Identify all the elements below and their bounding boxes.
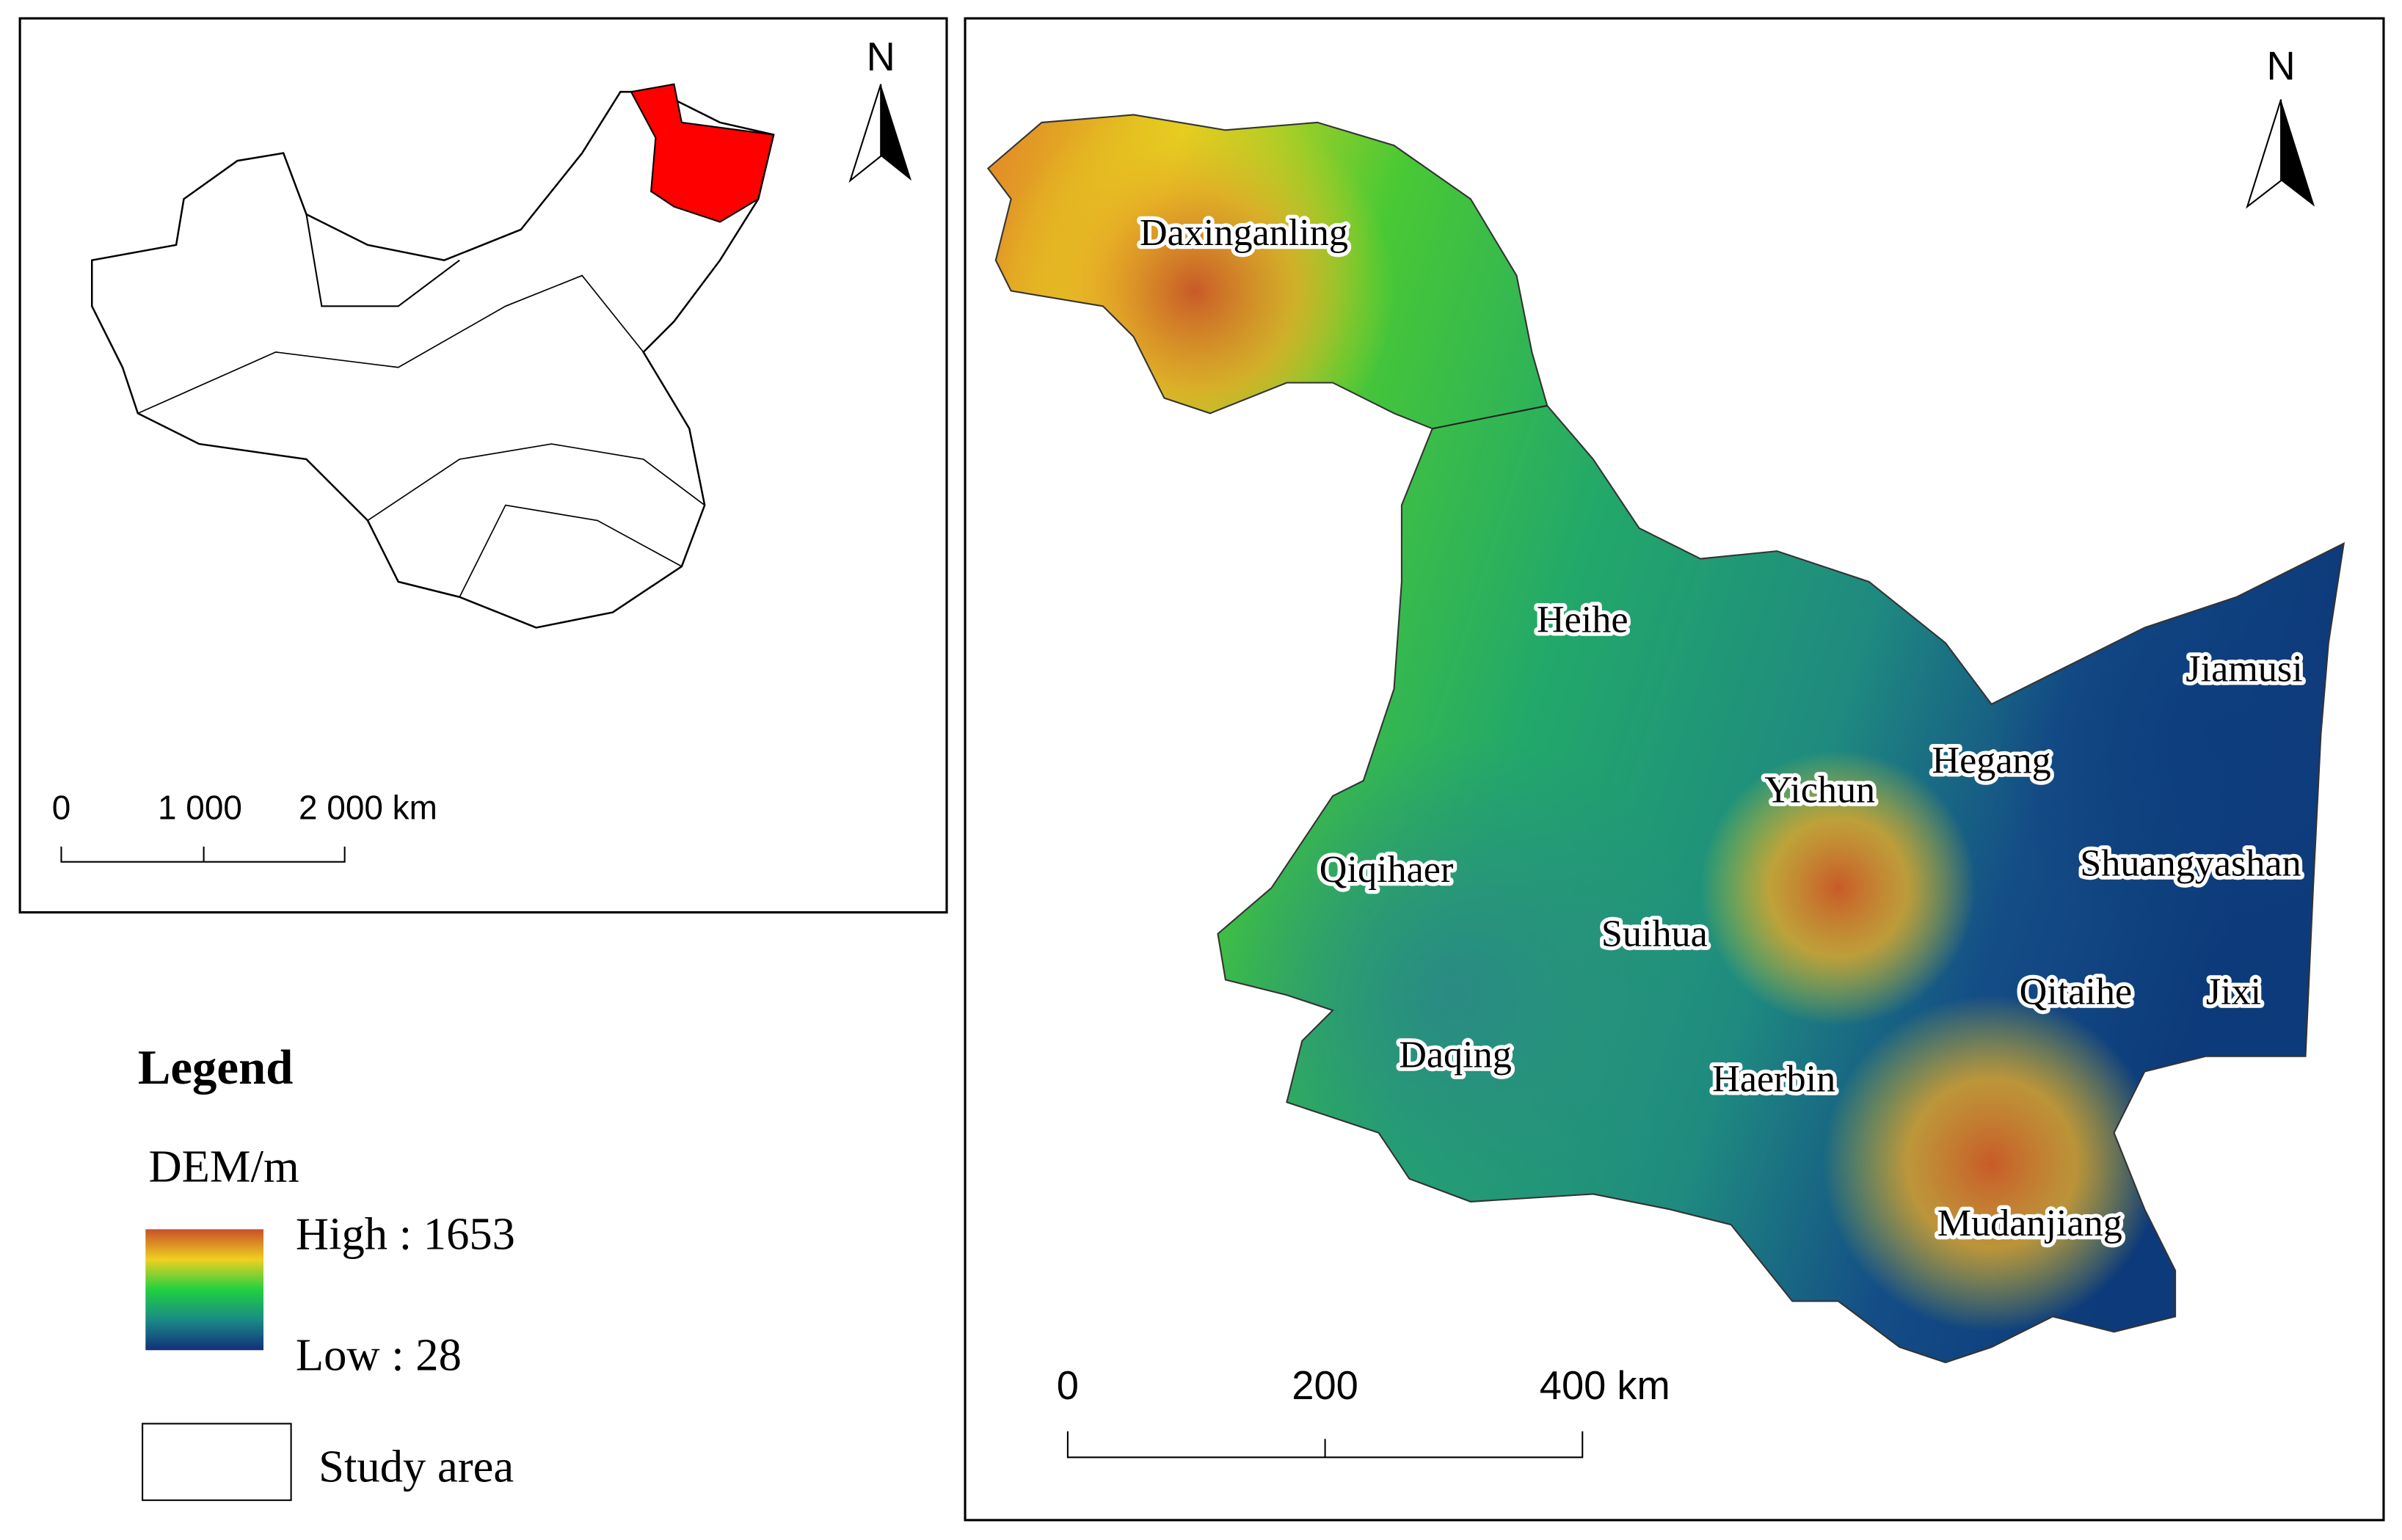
boundaries: [1432, 404, 1548, 430]
scale-label: 200: [1292, 1364, 1358, 1408]
legend-study-box: [142, 1423, 292, 1501]
north-arrow: [848, 84, 911, 183]
legend-study-area: Study area: [319, 1441, 514, 1492]
city-label: Hegang: [1932, 740, 2050, 782]
overview-frame: [18, 17, 948, 914]
north-label: N: [867, 35, 895, 79]
china-outline: [90, 83, 775, 629]
city-label: Heihe: [1537, 599, 1628, 641]
city-label: Jiamusi: [2186, 648, 2302, 690]
scale-label: 1 000: [158, 788, 242, 826]
city-label: Jixi: [2206, 971, 2261, 1013]
dem-raster: [988, 114, 2344, 1362]
city-label: Mudanjiang: [1937, 1203, 2122, 1244]
scale-label: 0: [52, 788, 71, 826]
city-label: Daxinganling: [1140, 212, 1348, 254]
study-frame: [964, 17, 2385, 1522]
scale-label: 2 000 km: [299, 788, 437, 826]
city-label: Daqing: [1399, 1034, 1512, 1076]
city-label: Suihua: [1601, 913, 1708, 955]
city-label: Haerbin: [1712, 1059, 1835, 1101]
north-label: N: [2266, 45, 2295, 89]
north-arrow: [2246, 99, 2315, 209]
city-label: Shuangyashan: [2080, 842, 2301, 884]
scale-bar: [1066, 1431, 1584, 1459]
city-label: Yichun: [1764, 769, 1875, 811]
study-area-highlight: [630, 83, 775, 223]
legend-color-bar: [145, 1229, 264, 1351]
scale-label: 0: [1057, 1364, 1079, 1408]
legend-title: Legend: [138, 1040, 293, 1095]
legend-high: High : 1653: [296, 1208, 515, 1260]
city-label: Qitaihe: [2020, 971, 2133, 1013]
city-label: Qiqihaer: [1320, 849, 1454, 891]
scale-label: 400 km: [1540, 1364, 1670, 1408]
legend-dem-title: DEM/m: [148, 1141, 299, 1192]
legend-low: Low : 28: [296, 1329, 462, 1380]
scale-bar: [60, 846, 346, 863]
